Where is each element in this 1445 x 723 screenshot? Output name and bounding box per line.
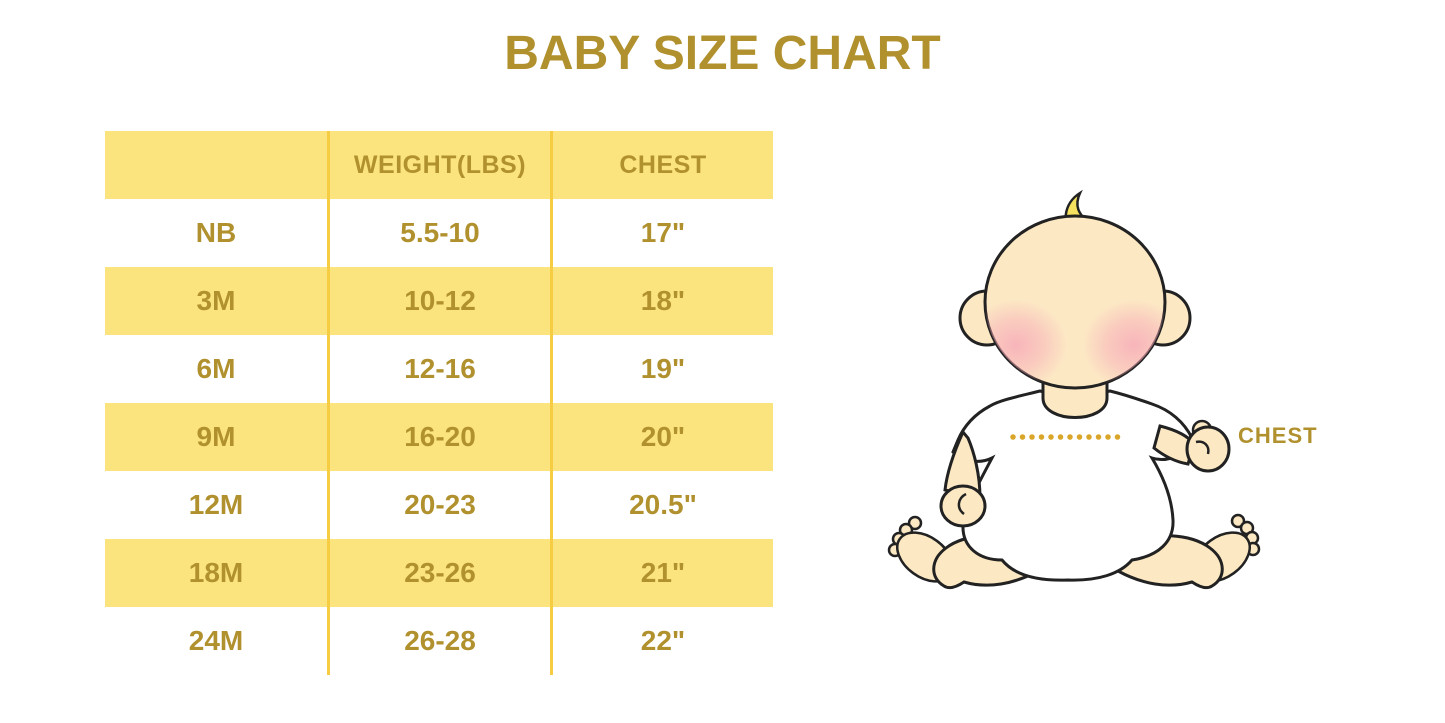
table-row: 6M 12-16 19" [105,335,773,403]
baby-right-arm [1152,419,1231,473]
table-row: 18M 23-26 21" [105,539,773,607]
baby-illustration-svg [887,189,1261,590]
size-cell: 18M [188,557,244,588]
header-weight: WEIGHT(LBS) [327,131,550,199]
size-table: WEIGHT(LBS) CHEST NB 5.5-10 17" 3M 10-12… [105,131,773,675]
chest-cell: 21" [550,539,773,607]
weight-cell: 12-16 [327,335,550,403]
table-row: 9M 16-20 20" [105,403,773,471]
chest-cell: 18" [550,267,773,335]
chest-cell: 20.5" [550,471,773,539]
chest-measurement-label: CHEST [1238,423,1318,448]
table-row: 12M 20-23 20.5" [105,471,773,539]
size-cell: 12M [188,489,244,520]
size-cell: NB [195,217,237,248]
table-header-row: WEIGHT(LBS) CHEST [105,131,773,199]
size-cell: 6M [196,353,236,384]
page-title: BABY SIZE CHART [504,27,941,80]
baby-right-leg [1116,513,1261,590]
weight-cell: 5.5-10 [327,199,550,267]
baby-left-arm [939,429,987,528]
table-row: NB 5.5-10 17" [105,199,773,267]
size-cell: 24M [188,625,244,656]
chest-cell: 22" [550,607,773,675]
chest-cell: 19" [550,335,773,403]
weight-cell: 16-20 [327,403,550,471]
weight-cell: 20-23 [327,471,550,539]
baby-illustration [875,183,1350,608]
table-row: 3M 10-12 18" [105,267,773,335]
header-size [105,131,327,199]
size-cell: 3M [196,285,236,316]
size-cell: 9M [196,421,236,452]
weight-cell: 23-26 [327,539,550,607]
header-chest: CHEST [550,131,773,199]
table-row: 24M 26-28 22" [105,607,773,675]
baby-onesie [951,389,1194,582]
chest-cell: 20" [550,403,773,471]
weight-cell: 10-12 [327,267,550,335]
chest-cell: 17" [550,199,773,267]
weight-cell: 26-28 [327,607,550,675]
